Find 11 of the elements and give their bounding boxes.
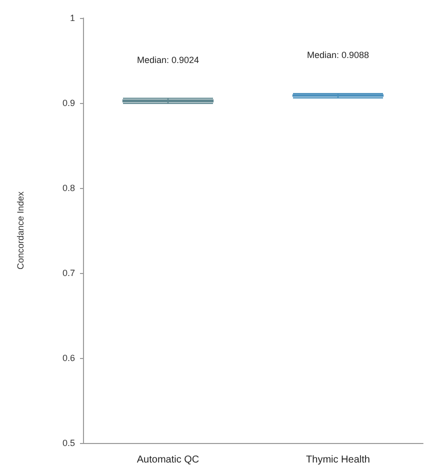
y-tick-label: 0.7 — [62, 268, 75, 278]
y-tick-label: 0.9 — [62, 98, 75, 108]
y-tick-label: 0.6 — [62, 353, 75, 363]
y-tick-label: 0.5 — [62, 438, 75, 448]
y-axis-title: Concordance Index — [16, 190, 26, 270]
x-tick-label: Thymic Health — [306, 454, 370, 466]
annotation: Median: 0.9088 — [306, 50, 370, 60]
annotation: Median: 0.9024 — [136, 54, 200, 65]
x-tick-label: Automatic QC — [136, 454, 200, 466]
y-tick-label: 1 — [70, 13, 75, 23]
y-tick-label: 0.8 — [62, 183, 75, 193]
